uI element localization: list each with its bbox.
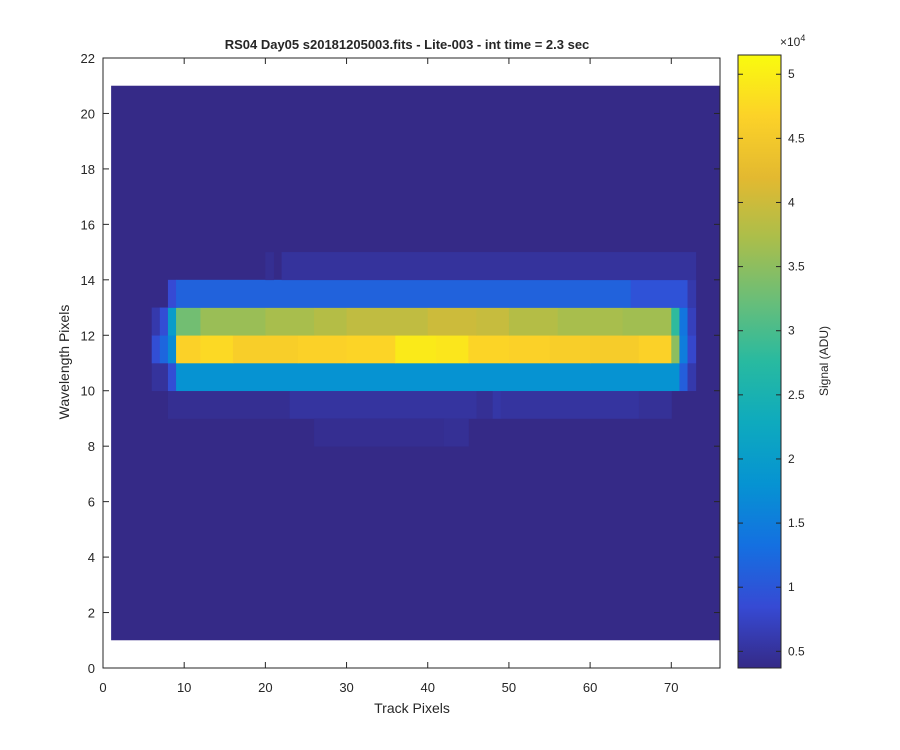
heatmap-cell bbox=[508, 307, 559, 336]
colorbar-tick-label: 5 bbox=[788, 67, 795, 81]
heatmap-cell bbox=[638, 335, 672, 364]
y-tick-label: 14 bbox=[81, 273, 95, 288]
x-tick-label: 0 bbox=[99, 680, 106, 695]
heatmap-cell bbox=[435, 335, 469, 364]
colorbar-gradient bbox=[738, 55, 781, 668]
colorbar-tick-label: 2.5 bbox=[788, 388, 805, 402]
heatmap-cell bbox=[314, 307, 348, 336]
heatmap-cell bbox=[151, 335, 161, 364]
heatmap-cell bbox=[265, 307, 315, 336]
x-tick-label: 50 bbox=[502, 680, 516, 695]
heatmap-cell bbox=[679, 335, 689, 364]
heatmap-cell bbox=[671, 335, 680, 364]
y-tick-label: 6 bbox=[88, 495, 95, 510]
heatmap-cell bbox=[200, 307, 266, 336]
colorbar-exponent-label: ×104 bbox=[780, 33, 805, 49]
colorbar-tick-label: 1 bbox=[788, 580, 795, 594]
heatmap-cell bbox=[557, 307, 624, 336]
y-tick-label: 0 bbox=[88, 661, 95, 676]
y-tick-label: 18 bbox=[81, 162, 95, 177]
heatmap-cell bbox=[679, 363, 689, 392]
y-tick-label: 4 bbox=[88, 550, 95, 565]
x-axis: 0 10 20 30 40 50 60 70 bbox=[99, 58, 679, 695]
colorbar-label: Signal (ADU) bbox=[817, 326, 831, 396]
heatmap-cell bbox=[281, 252, 697, 281]
heatmap-cell bbox=[314, 418, 445, 447]
heatmap-cell bbox=[151, 363, 169, 392]
x-tick-label: 40 bbox=[421, 680, 435, 695]
heatmap-cell bbox=[200, 335, 234, 364]
y-tick-label: 16 bbox=[81, 217, 95, 232]
heatmap-cell bbox=[289, 390, 477, 419]
heatmap-cell bbox=[671, 307, 680, 336]
plot-area bbox=[111, 85, 721, 641]
y-tick-label: 10 bbox=[81, 384, 95, 399]
heatmap-cell bbox=[476, 390, 494, 419]
heatmap-cell bbox=[176, 363, 680, 392]
heatmap-cell bbox=[232, 335, 299, 364]
heatmap-cell bbox=[346, 307, 429, 336]
y-tick-label: 12 bbox=[81, 328, 95, 343]
heatmap-cell bbox=[159, 335, 169, 364]
heatmap-cell bbox=[151, 307, 161, 336]
colorbar: 0.5 1 1.5 2 2.5 3 3.5 4 4.5 5 bbox=[737, 54, 805, 669]
heatmap-cell bbox=[679, 307, 689, 336]
x-tick-label: 30 bbox=[339, 680, 353, 695]
axes-frame bbox=[102, 57, 721, 669]
axes-box bbox=[102, 57, 721, 669]
colorbar-tick-label: 3 bbox=[788, 324, 795, 338]
heatmap-cell bbox=[630, 279, 689, 308]
heatmap-cell bbox=[346, 335, 396, 364]
colorbar-tick-label: 4 bbox=[788, 195, 795, 209]
heatmap-cell bbox=[167, 390, 291, 419]
chart-title: RS04 Day05 s20181205003.fits - Lite-003 … bbox=[225, 37, 590, 52]
x-tick-label: 10 bbox=[177, 680, 191, 695]
x-tick-label: 60 bbox=[583, 680, 597, 695]
heatmap-cell bbox=[265, 252, 274, 281]
heatmap-cell bbox=[492, 390, 502, 419]
x-tick-label: 20 bbox=[258, 680, 272, 695]
x-tick-label: 70 bbox=[664, 680, 678, 695]
heatmap-cell bbox=[159, 307, 169, 336]
heatmap-cell bbox=[443, 418, 469, 447]
y-tick-label: 22 bbox=[81, 51, 95, 66]
heatmap-cell bbox=[395, 335, 437, 364]
x-axis-label: Track Pixels bbox=[374, 700, 450, 716]
heatmap-cell bbox=[500, 390, 640, 419]
heatmap-cell bbox=[687, 335, 697, 364]
heatmap-cell bbox=[176, 279, 632, 308]
colorbar-tick-label: 4.5 bbox=[788, 131, 805, 145]
colorbar-tick-label: 1.5 bbox=[788, 516, 805, 530]
y-axis: 0 2 4 6 8 10 12 14 16 18 20 22 bbox=[81, 51, 720, 676]
heatmap-cell bbox=[549, 335, 591, 364]
heatmap-cell bbox=[176, 307, 201, 336]
colorbar-tick-label: 0.5 bbox=[788, 644, 805, 658]
heatmap-cell bbox=[687, 307, 697, 336]
heatmap-cell bbox=[167, 335, 177, 364]
heatmap-cell bbox=[687, 279, 697, 308]
colorbar-tick-label: 2 bbox=[788, 452, 795, 466]
y-axis-label: Wavelength Pixels bbox=[56, 305, 72, 420]
heatmap-cell bbox=[590, 335, 640, 364]
heatmap-cell bbox=[167, 307, 177, 336]
heatmap-cell bbox=[508, 335, 551, 364]
heatmap-cell bbox=[176, 335, 201, 364]
y-tick-label: 8 bbox=[88, 439, 95, 454]
heatmap-cell bbox=[468, 335, 510, 364]
heatmap-cell bbox=[622, 307, 672, 336]
heatmap-cell bbox=[427, 307, 477, 336]
heatmap-cell bbox=[167, 279, 177, 308]
heatmap-cell bbox=[297, 335, 348, 364]
y-tick-label: 2 bbox=[88, 606, 95, 621]
colorbar-tick-label: 3.5 bbox=[788, 260, 805, 274]
heatmap-cell bbox=[167, 363, 177, 392]
y-tick-label: 20 bbox=[81, 106, 95, 121]
heatmap-cell bbox=[687, 363, 697, 392]
heatmap-cell bbox=[638, 390, 672, 419]
colorbar-box bbox=[737, 54, 782, 669]
heatmap-cell bbox=[476, 307, 510, 336]
